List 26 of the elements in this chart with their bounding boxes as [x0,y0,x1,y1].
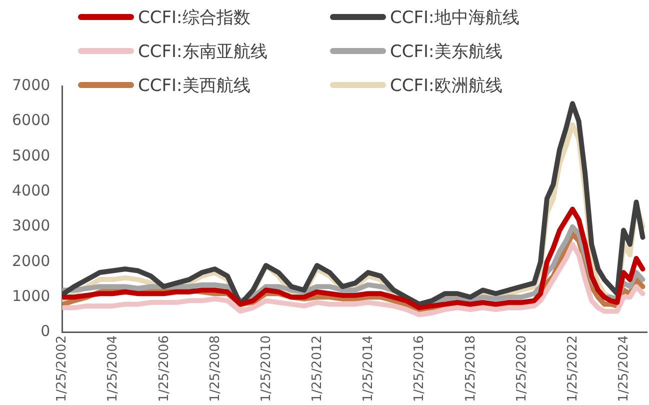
x-tick-label: 1/25/2012 [310,335,326,402]
legend-label: CCFI:美东航线 [390,40,502,62]
legend-label: CCFI:东南亚航线 [138,40,268,62]
legend-label: CCFI:地中海航线 [390,6,520,28]
y-tick-label: 4000 [12,181,50,200]
x-tick-label: 1/25/2014 [361,335,376,402]
x-tick-label: 1/25/2020 [514,335,530,402]
x-tick-label: 1/25/2018 [463,335,478,402]
x-tick-label: 1/25/2024 [616,335,632,402]
legend-label: CCFI:欧洲航线 [390,74,502,96]
x-tick-label: 1/25/2022 [566,335,581,402]
y-tick-label: 5000 [12,146,50,164]
x-tick-label: 1/25/2016 [412,335,428,402]
legend-label: CCFI:综合指数 [138,6,250,28]
y-tick-label: 0 [40,322,50,340]
y-tick-label: 7000 [12,76,50,94]
legend-label: CCFI:美西航线 [138,74,250,96]
x-tick-label: 1/25/2008 [208,335,223,402]
y-tick-label: 2000 [12,252,50,270]
x-tick-label: 1/25/2004 [106,335,121,402]
y-tick-label: 6000 [12,111,50,130]
y-tick-label: 3000 [12,216,50,235]
x-tick-label: 1/25/2010 [258,335,274,402]
y-tick-label: 1000 [12,287,50,306]
x-tick-label: 1/25/2002 [54,335,70,402]
x-tick-label: 1/25/2006 [156,335,172,402]
